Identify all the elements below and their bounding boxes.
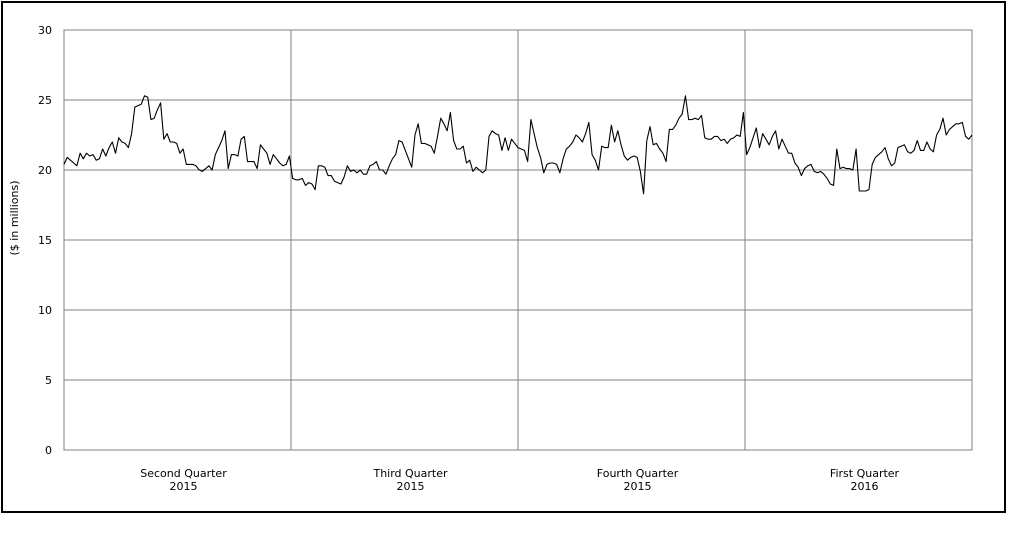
- series-line: [63, 95, 973, 195]
- y-tick-label: 0: [45, 444, 52, 457]
- y-axis-ticks: 0 5 10 15 20 25 30: [38, 24, 52, 457]
- chart-frame: [1, 1, 1006, 513]
- y-tick-label: 15: [38, 234, 52, 247]
- y-tick-label: 20: [38, 164, 52, 177]
- quarter-label: Third Quarter: [372, 467, 448, 480]
- y-tick-label: 5: [45, 374, 52, 387]
- quarter-label: Second Quarter: [140, 467, 227, 480]
- quarter-year-label: 2015: [624, 480, 652, 493]
- quarter-year-label: 2015: [397, 480, 425, 493]
- y-tick-label: 25: [38, 94, 52, 107]
- grid-lines: [64, 29, 972, 451]
- y-tick-label: 10: [38, 304, 52, 317]
- quarter-label: Fourth Quarter: [597, 467, 679, 480]
- quarter-label: First Quarter: [830, 467, 900, 480]
- y-axis-label: ($ in millions): [8, 181, 21, 256]
- quarter-year-label: 2016: [851, 480, 879, 493]
- quarter-year-label: 2015: [170, 480, 198, 493]
- plot-area: [63, 29, 973, 451]
- y-tick-label: 30: [38, 24, 52, 37]
